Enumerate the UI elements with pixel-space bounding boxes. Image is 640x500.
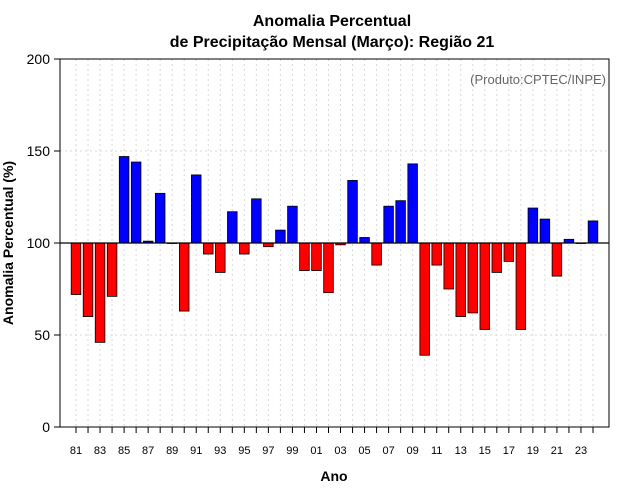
bar-2010	[419, 242, 430, 356]
x-tick-label: 01	[310, 445, 322, 457]
bar-1996	[251, 198, 262, 244]
x-tick-label: 15	[479, 445, 491, 457]
bar-2020	[539, 218, 551, 244]
grid-lines	[60, 58, 609, 428]
x-tick-label: 87	[142, 445, 154, 457]
y-axis-label: Anomalia Percentual (%)	[0, 161, 16, 325]
bar-2024	[587, 220, 599, 244]
bar-2016	[491, 242, 503, 273]
y-tick-label: 150	[27, 143, 51, 159]
y-tick-label: 100	[27, 235, 51, 251]
bar-2008	[395, 200, 406, 244]
bar-1994	[227, 211, 238, 244]
bar-2009	[407, 163, 418, 244]
bar-1986	[130, 161, 142, 244]
bar-1998	[275, 229, 286, 244]
x-tick-label: 19	[527, 445, 539, 457]
x-tick-label: 23	[575, 445, 587, 457]
y-tick-label: 0	[42, 419, 50, 435]
bar-2021	[551, 242, 563, 277]
y-axis-ticks: 0 50 100 150 200	[27, 51, 60, 435]
x-axis-ticks: 81 83 85 87 89 91 93 95 97 99 01 03 05 07 09 11 13 15 17 19…	[70, 427, 594, 457]
bar-2019	[527, 207, 539, 244]
bar-1990	[179, 242, 190, 312]
bar-1982	[82, 242, 94, 317]
x-tick-label: 09	[407, 445, 419, 457]
x-tick-label: 89	[166, 445, 178, 457]
x-tick-label: 21	[551, 445, 563, 457]
bar-2017	[503, 242, 515, 262]
x-tick-label: 93	[214, 445, 226, 457]
y-tick-label: 50	[34, 327, 50, 343]
bar-2018	[515, 242, 527, 330]
bar-2014	[467, 242, 478, 314]
bar-1983	[94, 242, 106, 343]
x-axis-label: Ano	[320, 468, 347, 484]
x-tick-label: 13	[455, 445, 467, 457]
bar-1988	[154, 192, 166, 244]
bar-2006	[371, 242, 382, 266]
x-tick-label: 83	[94, 445, 106, 457]
bar-1985	[118, 156, 130, 244]
x-tick-label: 95	[238, 445, 250, 457]
bar-1992	[203, 242, 214, 255]
x-tick-label: 11	[431, 445, 442, 457]
bar-2005	[359, 237, 370, 244]
x-tick-label: 03	[334, 445, 346, 457]
x-tick-label: 81	[70, 445, 82, 457]
x-tick-label: 07	[382, 445, 394, 457]
y-tick-label: 200	[27, 51, 51, 67]
bar-2000	[299, 242, 310, 272]
bar-1984	[106, 242, 118, 297]
x-tick-label: 99	[286, 445, 298, 457]
bar-2013	[455, 242, 466, 317]
bar-1981	[70, 242, 82, 295]
chart-title-line2: de Precipitação Mensal (Março): Região 2…	[170, 34, 495, 51]
bar-2004	[347, 180, 358, 244]
x-tick-label: 05	[358, 445, 370, 457]
bar-2015	[479, 242, 490, 330]
bar-2002	[323, 242, 334, 294]
bar-1993	[215, 242, 226, 273]
bar-2012	[443, 242, 454, 290]
bar-1999	[287, 205, 298, 244]
product-annotation: (Produto:CPTEC/INPE)	[470, 72, 606, 87]
bar-2011	[431, 242, 442, 266]
x-tick-label: 91	[190, 445, 202, 457]
bar-1995	[239, 242, 250, 255]
chart-title-line1: Anomalia Percentual	[253, 13, 411, 30]
x-tick-label: 85	[118, 445, 130, 457]
x-tick-label: 97	[262, 445, 274, 457]
bars	[70, 156, 599, 356]
x-tick-label: 17	[503, 445, 515, 457]
bar-1991	[191, 174, 202, 244]
bar-2001	[311, 242, 322, 272]
bar-2007	[383, 205, 394, 244]
